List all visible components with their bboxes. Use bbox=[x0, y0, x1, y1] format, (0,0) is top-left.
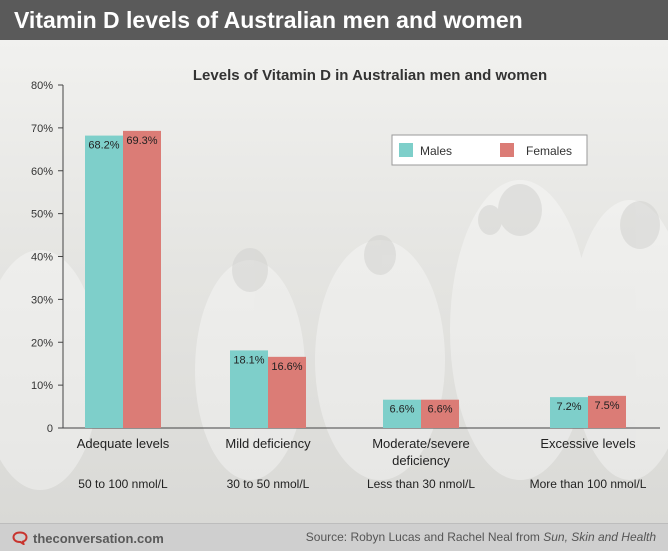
bar-label-males-adequate-levels: 68.2% bbox=[88, 140, 119, 152]
bar-females-adequate-levels bbox=[123, 130, 161, 428]
speech-bubble-icon bbox=[12, 531, 28, 545]
bar-label-males-mild-deficiency: 18.1% bbox=[233, 354, 264, 366]
y-tick-label: 20% bbox=[31, 337, 53, 349]
category-label-excessive-levels: Excessive levels bbox=[540, 436, 636, 451]
chart-area: Levels of Vitamin D in Australian men an… bbox=[0, 40, 668, 523]
bar-females-mild-deficiency bbox=[268, 356, 306, 428]
brand[interactable]: theconversation.com bbox=[12, 529, 164, 547]
bar-label-females-mild-deficiency: 16.6% bbox=[271, 361, 302, 373]
category-range-adequate-levels: 50 to 100 nmol/L bbox=[78, 477, 168, 491]
category-label-adequate-levels: Adequate levels bbox=[77, 436, 170, 451]
bar-females-moderate-severe-deficiency bbox=[421, 399, 459, 428]
legend-label-males: Males bbox=[420, 144, 452, 158]
bars bbox=[85, 130, 626, 428]
bar-label-males-moderate-severe-deficiency: 6.6% bbox=[389, 404, 414, 416]
bar-value-labels: 68.2% 69.3% 18.1% 16.6% 6.6% 6.6% 7.2% 7.5% bbox=[88, 135, 619, 416]
y-tick-label: 40% bbox=[31, 252, 53, 264]
page-footer: theconversation.com Source: Robyn Lucas … bbox=[0, 523, 668, 551]
brand-name: theconversation.com bbox=[33, 530, 164, 546]
y-tick-label: 30% bbox=[31, 294, 53, 306]
bar-label-females-moderate-severe-deficiency: 6.6% bbox=[427, 404, 452, 416]
y-axis: 0 10% 20% 30% 40% 50% 60% 70% 80% bbox=[31, 80, 660, 435]
bar-label-females-adequate-levels: 69.3% bbox=[126, 135, 157, 147]
y-tick-label: 0 bbox=[47, 423, 53, 435]
bar-females-excessive-levels bbox=[588, 395, 626, 428]
legend-label-females: Females bbox=[526, 144, 572, 158]
bar-males-adequate-levels bbox=[85, 135, 123, 428]
category-label-moderate-severe-deficiency: Moderate/severe deficiency bbox=[372, 436, 470, 468]
bar-males-moderate-severe-deficiency bbox=[383, 399, 421, 428]
legend: Males Females bbox=[391, 134, 588, 166]
legend-box bbox=[391, 134, 588, 166]
page-header: Vitamin D levels of Australian men and w… bbox=[0, 0, 668, 40]
chart-title: Levels of Vitamin D in Australian men an… bbox=[193, 67, 547, 84]
legend-swatch-males bbox=[399, 143, 413, 157]
y-tick-label: 50% bbox=[31, 209, 53, 221]
y-tick-label: 80% bbox=[31, 80, 53, 92]
y-tick-label: 10% bbox=[31, 380, 53, 392]
category-range-mild-deficiency: 30 to 50 nmol/L bbox=[227, 477, 310, 491]
x-axis-labels: Adequate levels 50 to 100 nmol/L Mild defi… bbox=[77, 436, 647, 491]
y-tick-label: 70% bbox=[31, 123, 53, 135]
page-title: Vitamin D levels of Australian men and w… bbox=[14, 7, 523, 33]
source-text: Source: Robyn Lucas and Rachel Neal from bbox=[305, 530, 544, 544]
bar-males-excessive-levels bbox=[550, 397, 588, 428]
bar-chart: Levels of Vitamin D in Australian men an… bbox=[31, 67, 660, 491]
category-range-excessive-levels: More than 100 nmol/L bbox=[530, 477, 647, 491]
category-range-moderate-severe-deficiency: Less than 30 nmol/L bbox=[367, 477, 475, 491]
category-label-mild-deficiency: Mild deficiency bbox=[225, 436, 311, 451]
bar-males-mild-deficiency bbox=[230, 350, 268, 428]
source-citation: Source: Robyn Lucas and Rachel Neal from… bbox=[306, 530, 656, 544]
bar-label-males-excessive-levels: 7.2% bbox=[556, 401, 581, 413]
y-tick-label: 60% bbox=[31, 166, 53, 178]
source-title: Sun, Skin and Health bbox=[543, 530, 656, 544]
legend-swatch-females bbox=[500, 143, 514, 157]
bar-label-females-excessive-levels: 7.5% bbox=[594, 400, 619, 412]
